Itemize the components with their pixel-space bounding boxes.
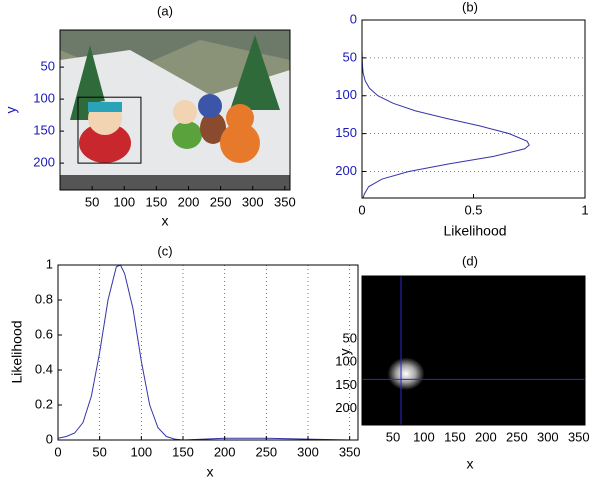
y-tick-label: 200 [335,400,357,415]
x-tick-label: 100 [113,194,135,209]
y-tick-label: 50 [343,330,357,345]
y-tick-label: 50 [41,59,55,74]
plot-frame [59,29,291,191]
y-axis-label: Likelihood [9,320,25,383]
y-axis-label: y [3,107,19,114]
y-tick-label: 0.4 [35,361,53,376]
y-tick-label: 150 [335,377,357,392]
x-tick-label: 0 [358,202,365,217]
likelihood-line [57,264,350,441]
x-tick-label: 100 [130,444,152,459]
x-tick-label: 350 [568,429,590,444]
x-tick-label: 300 [242,194,264,209]
x-tick-label: 0 [54,444,61,459]
panel-title: (d) [462,253,478,268]
panel-title: (c) [157,243,172,258]
y-tick-label: 200 [335,163,357,178]
x-tick-label: 250 [255,444,277,459]
x-tick-label: 200 [178,194,200,209]
photo [60,30,290,190]
y-tick-label: 100 [33,91,55,106]
panel-title: (a) [157,3,173,18]
x-tick-label: 200 [214,444,236,459]
y-tick-label: 0 [350,11,357,26]
plot-frame [361,275,586,426]
x-tick-label: 1 [581,202,588,217]
x-tick-label: 0.5 [464,202,482,217]
x-tick-label: 300 [297,444,319,459]
x-tick-label: 150 [172,444,194,459]
x-tick-label: 350 [274,194,296,209]
x-tick-label: 250 [506,429,528,444]
y-tick-label: 1 [46,256,53,271]
heatmap-background [362,276,585,425]
x-axis-label: Likelihood [443,223,506,239]
panel-title: (b) [462,0,478,14]
bounding-box [77,96,142,164]
likelihood-blob [387,357,425,391]
x-tick-label: 50 [386,429,400,444]
y-tick-label: 0 [46,431,53,446]
x-tick-label: 150 [444,429,466,444]
y-tick-label: 0.8 [35,291,53,306]
x-tick-label: 50 [85,194,99,209]
y-tick-label: 100 [335,354,357,369]
y-axis-label: y [337,349,353,356]
x-tick-label: 100 [413,429,435,444]
plot-frame [57,264,359,441]
x-tick-label: 350 [339,444,361,459]
x-axis-label: x [207,464,214,480]
x-tick-label: 250 [210,194,232,209]
likelihood-line [361,20,530,199]
x-tick-label: 200 [475,429,497,444]
y-tick-label: 0.6 [35,326,53,341]
x-tick-label: 50 [92,444,106,459]
x-tick-label: 150 [146,194,168,209]
x-tick-label: 300 [537,429,559,444]
y-tick-label: 0.2 [35,396,53,411]
y-tick-label: 100 [335,87,357,102]
y-tick-label: 150 [33,123,55,138]
x-axis-label: x [162,213,169,229]
y-tick-label: 150 [335,125,357,140]
y-tick-label: 200 [33,155,55,170]
plot-frame [361,19,586,199]
y-tick-label: 50 [343,49,357,64]
x-axis-label: x [467,456,474,472]
